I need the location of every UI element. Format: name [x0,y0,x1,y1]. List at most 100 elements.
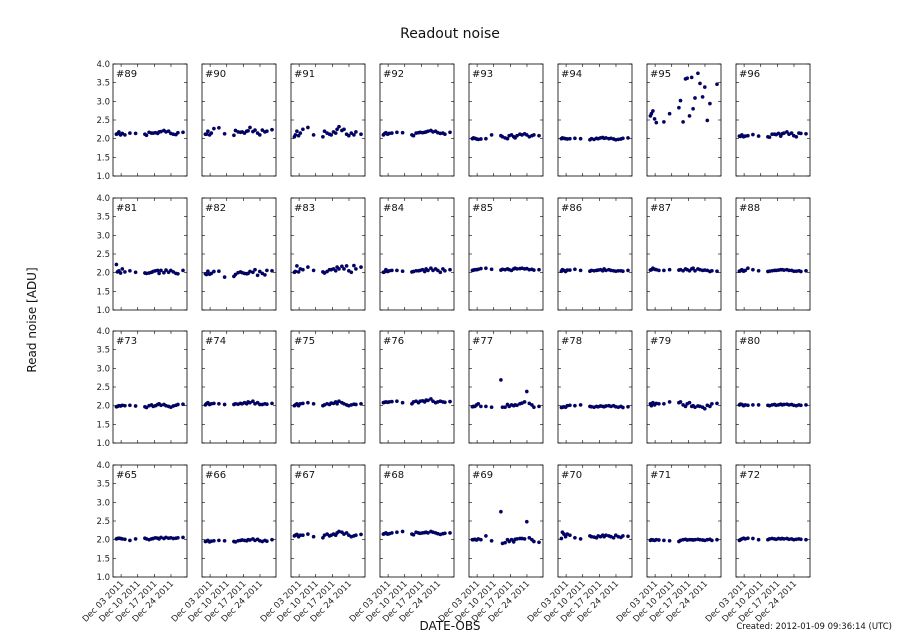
data-point [799,131,803,136]
data-point [342,127,346,132]
data-point [159,268,163,273]
data-point [390,268,394,273]
data-point [448,267,452,272]
data-point [785,130,789,134]
y-axis-label: Read noise [ADU] [25,267,39,372]
subplot-84: #84 [379,197,455,311]
data-point [181,535,185,540]
data-point [443,132,447,137]
data-point [573,403,577,408]
data-point [657,401,661,406]
data-point [667,400,672,404]
data-point [265,129,269,134]
subplot-86: #86 [557,197,633,311]
data-point [479,266,483,271]
data-point [270,401,274,406]
data-point [212,126,216,131]
y-tick-label: 4.0 [96,194,110,204]
subplot-frame [112,464,188,578]
data-point [715,401,719,406]
data-point [479,137,483,141]
data-point [349,270,354,275]
data-point [708,404,712,409]
data-point [687,114,692,118]
data-point [114,262,119,267]
data-point [390,131,394,135]
data-point [400,400,405,405]
data-point [479,537,483,542]
data-point [515,133,519,138]
data-point [176,130,180,135]
subplot-frame [290,63,366,177]
data-point [400,529,405,534]
data-point [710,268,714,273]
subplot-87: #87 [646,197,722,311]
data-point [212,269,216,274]
data-point [537,267,541,272]
subplot-80: #80 [735,330,811,444]
data-point [265,268,269,273]
subplot-frame [112,330,188,444]
data-point [799,403,803,408]
data-point [222,275,227,279]
data-point [756,537,761,542]
data-point [657,268,661,273]
data-point [776,131,781,136]
data-point [390,531,394,535]
data-point [804,268,808,273]
chart-title: Readout noise [400,26,500,42]
data-point [306,125,310,130]
data-point [715,269,719,274]
data-point [522,400,527,404]
data-point [176,402,180,407]
data-point [654,120,659,125]
data-point [306,532,310,536]
data-point [756,403,761,407]
data-point [678,400,683,404]
data-point [206,269,210,274]
data-point [251,270,255,275]
data-point [346,133,351,138]
data-point [340,264,344,269]
y-tick-label: 4.0 [96,327,110,337]
data-point [212,401,216,406]
data-point [710,401,714,406]
data-point [443,400,447,405]
data-point [794,134,799,139]
data-point [651,109,655,113]
subplot-label: #89 [116,69,137,80]
data-point [123,270,127,274]
data-point [756,268,761,273]
data-point [667,538,672,543]
subplot-label: #65 [116,470,137,481]
subplot-frame [735,197,811,311]
data-point [505,136,510,141]
data-point [128,268,132,273]
data-point [335,127,339,132]
data-point [206,129,210,134]
data-point [657,538,661,542]
data-point [133,270,138,275]
data-point [568,268,572,272]
data-point [176,271,180,276]
subplot-label: #94 [561,69,582,80]
data-point [301,401,305,406]
subplot-label: #73 [116,336,137,347]
y-tick-label: 1.0 [96,439,110,449]
data-point [400,130,405,135]
data-point [133,131,138,136]
subplot-label: #80 [739,336,760,347]
data-point [626,136,630,140]
data-point [751,536,755,541]
subplot-frame [201,63,277,177]
data-point [162,270,166,275]
data-point [476,401,481,406]
x-axis-label: DATE-OBS [420,619,481,633]
y-tick-label: 3.5 [96,480,110,490]
data-point [222,402,227,407]
subplot-94: #94 [557,63,633,177]
subplot-83: #83 [290,197,366,311]
data-point [693,268,697,273]
subplot-label: #81 [116,203,137,214]
subplot-frame [379,63,455,177]
